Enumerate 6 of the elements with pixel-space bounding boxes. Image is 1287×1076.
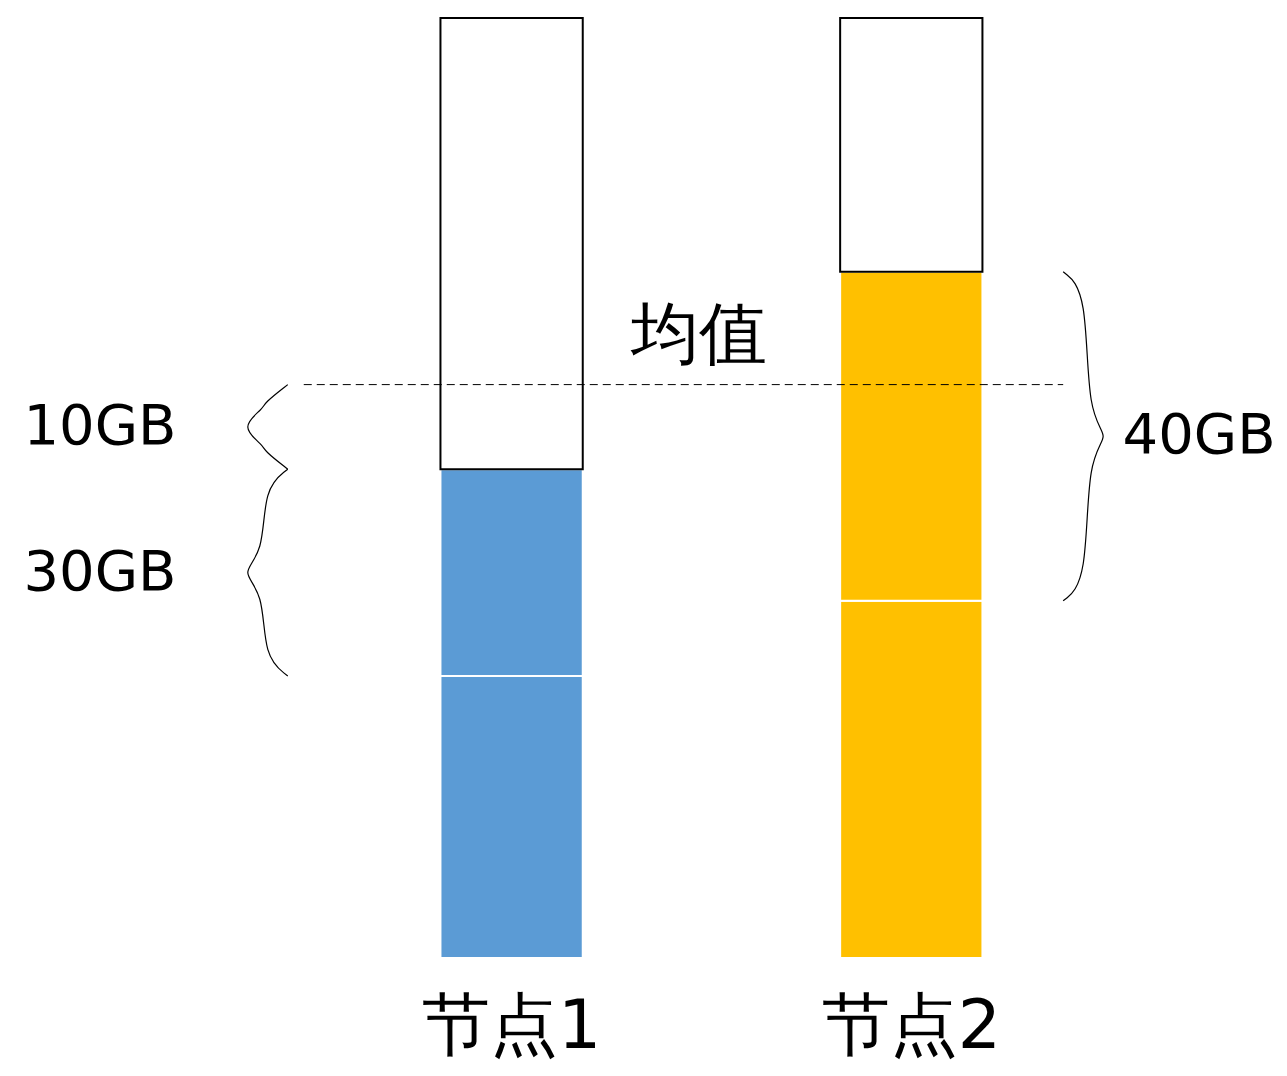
text: 10GB bbox=[23, 391, 177, 457]
text: 40GB bbox=[1122, 401, 1276, 467]
x-tick-label: 节点1 bbox=[421, 985, 602, 1064]
ref-line-label: 均值 bbox=[630, 293, 768, 373]
text: 30GB bbox=[23, 537, 177, 603]
x-tick-label: 节点2 bbox=[821, 985, 1001, 1064]
